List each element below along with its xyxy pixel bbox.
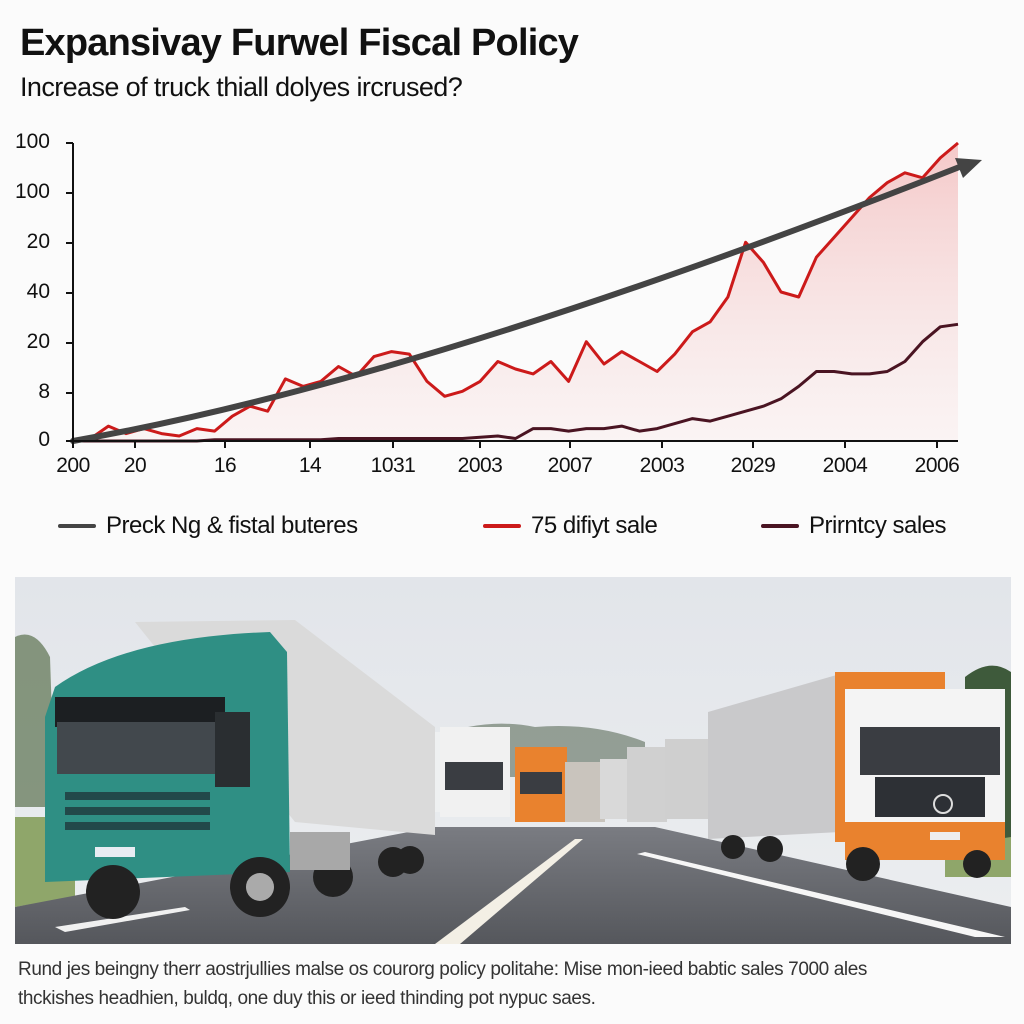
chart-subtitle: Increase of truck thiall dolyes ircrused… bbox=[20, 72, 463, 102]
legend-label: Preck Ng & fistal buteres bbox=[106, 512, 358, 539]
y-tick-label: 0 bbox=[38, 428, 50, 451]
x-tick-label: 14 bbox=[298, 454, 322, 477]
legend-item-trend[interactable]: Preck Ng & fistal buteres bbox=[58, 512, 358, 540]
photo-caption: Rund jes beingny therr aostrjullies mals… bbox=[18, 955, 1008, 1013]
x-tick-label: 2006 bbox=[914, 454, 960, 477]
chart-legend: Preck Ng & fistal buteres 75 difiyt sale… bbox=[0, 512, 1024, 548]
y-tick-label: 20 bbox=[26, 230, 50, 253]
trend-arrow-head-icon bbox=[955, 158, 982, 178]
legend-item-red[interactable]: 75 difiyt sale bbox=[483, 512, 658, 540]
y-tick-label: 100 bbox=[14, 130, 50, 153]
legend-swatch-maroon-icon bbox=[761, 524, 799, 528]
x-tick-label: 2029 bbox=[730, 454, 776, 477]
x-tick-label: 2004 bbox=[822, 454, 868, 477]
maroon-series-line bbox=[73, 322, 959, 443]
y-tick-label: 20 bbox=[26, 330, 50, 353]
line-chart bbox=[66, 141, 982, 448]
caption-line-1: Rund jes beingny therr aostrjullies mals… bbox=[18, 959, 867, 980]
y-tick-label: 8 bbox=[38, 380, 50, 403]
x-tick-label: 200 bbox=[56, 454, 90, 477]
red-series-line bbox=[72, 141, 959, 443]
y-tick-label: 100 bbox=[14, 180, 50, 203]
x-tick-label: 16 bbox=[213, 454, 237, 477]
x-tick-label: 1031 bbox=[370, 454, 416, 477]
red-series-area bbox=[73, 143, 958, 441]
truck-highway-photo bbox=[15, 577, 1011, 944]
trend-arrow-line bbox=[70, 163, 965, 444]
x-tick-label: 2003 bbox=[457, 454, 503, 477]
legend-item-maroon[interactable]: Prirntcy sales bbox=[761, 512, 947, 540]
x-tick-label: 20 bbox=[123, 454, 147, 477]
legend-label: 75 difiyt sale bbox=[531, 512, 658, 539]
caption-line-2: thckishes headhien, buldq, one duy this … bbox=[18, 988, 596, 1009]
legend-swatch-dark-gray-icon bbox=[58, 524, 96, 528]
x-tick-label: 2003 bbox=[639, 454, 685, 477]
chart-title: Expansivay Furwel Fiscal Policy bbox=[20, 22, 579, 64]
x-tick-label: 2007 bbox=[547, 454, 593, 477]
legend-swatch-red-icon bbox=[483, 524, 521, 528]
legend-label: Prirntcy sales bbox=[809, 512, 947, 539]
y-tick-label: 40 bbox=[26, 280, 50, 303]
